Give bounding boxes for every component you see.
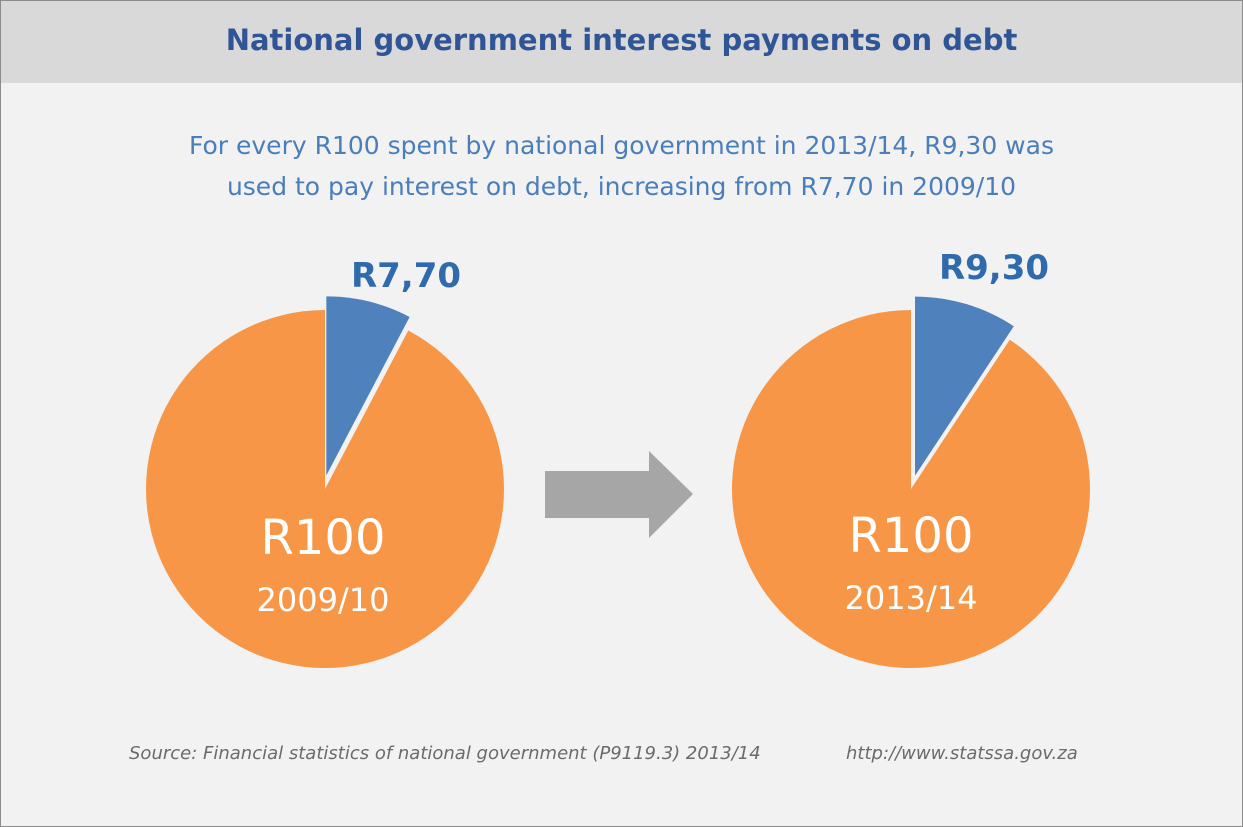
subtitle-line-2: used to pay interest on debt, increasing… <box>226 172 1017 201</box>
pie-period-label: 2013/14 <box>845 579 978 617</box>
right-arrow-icon <box>545 451 693 538</box>
subtitle: For every R100 spent by national governm… <box>1 125 1242 207</box>
slice-value-label: R9,30 <box>939 248 1049 288</box>
pie-slice-interest <box>915 296 1014 476</box>
pie-total-label: R100 <box>849 508 974 564</box>
header-bar: National government interest payments on… <box>1 1 1242 83</box>
page-title: National government interest payments on… <box>225 23 1018 57</box>
pie-slice-other <box>146 310 505 668</box>
subtitle-line-1: For every R100 spent by national governm… <box>189 131 1054 160</box>
source-url[interactable]: http://www.statssa.gov.za <box>846 743 1078 764</box>
source-note: Source: Financial statistics of national… <box>129 743 761 764</box>
pie-total-label: R100 <box>261 510 386 566</box>
pie-slice-other <box>731 310 1090 668</box>
slice-value-label: R7,70 <box>351 256 461 296</box>
pie-slice-interest <box>326 296 410 476</box>
pie-period-label: 2009/10 <box>257 581 390 619</box>
